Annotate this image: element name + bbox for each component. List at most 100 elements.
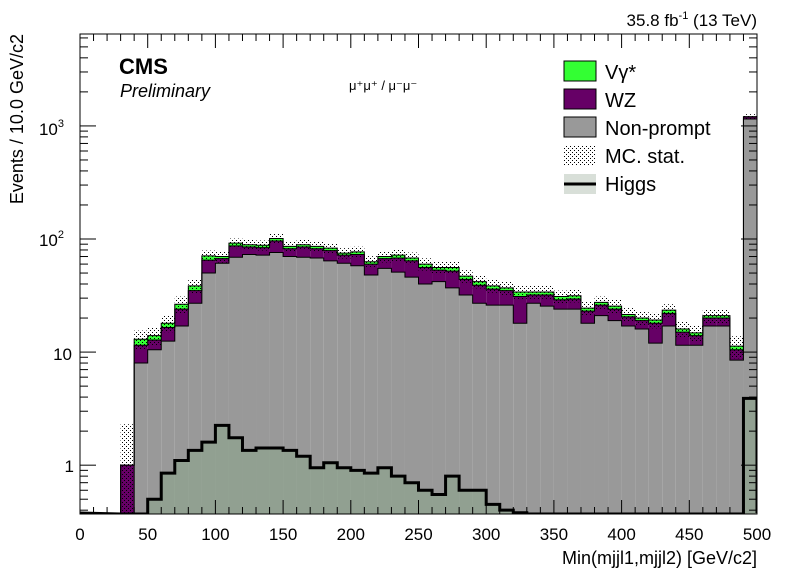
- mc-stat-band-bin: [228, 238, 243, 249]
- x-tick-labels: 0 50 100 150 200 250 300 350 400 450 500: [75, 525, 771, 544]
- nonprompt-bar: [621, 326, 636, 514]
- nonprompt-bar: [486, 305, 500, 514]
- nonprompt-bar: [350, 265, 365, 514]
- mc-stat-band-bin: [377, 251, 392, 263]
- nonprompt-bar: [459, 294, 473, 514]
- mc-stat-band-bin: [201, 250, 216, 262]
- nonprompt-bar: [689, 345, 703, 514]
- mc-stat-band-bin: [472, 275, 487, 289]
- wz-bar: [337, 255, 351, 264]
- mc-stat-band-bin: [242, 239, 257, 250]
- wz-bar: [594, 305, 609, 316]
- wz-bar: [296, 246, 311, 258]
- nonprompt-bar: [147, 349, 162, 514]
- legend-label-mcstat: MC. stat.: [605, 146, 685, 168]
- nonprompt-outline: [120, 118, 757, 514]
- mc-stat-band-bin: [635, 311, 649, 327]
- x-tick-label: 400: [607, 525, 635, 544]
- mc-stat-band-bin: [445, 261, 460, 275]
- x-tick-label: 150: [269, 525, 297, 544]
- legend-swatch-wz: [563, 88, 597, 110]
- mc-stat-band-bin: [567, 289, 581, 303]
- mc-stat-band-bin: [350, 246, 365, 258]
- x-tick-label: 0: [75, 525, 84, 544]
- mc-stat-band-bin: [161, 315, 175, 333]
- mc-stat-band-bin: [188, 279, 202, 294]
- nonprompt-bar: [432, 281, 446, 514]
- mc-stat-band-bin: [648, 312, 663, 329]
- higgs-fill: [80, 398, 757, 514]
- nonprompt-bar: [364, 275, 378, 514]
- nonprompt-bar: [310, 257, 324, 514]
- mc-stat-band-bin: [134, 330, 148, 350]
- nonprompt-bar: [499, 305, 514, 514]
- mc-stat-band-bin: [540, 285, 554, 299]
- legend-label-nonprompt: Non-prompt: [605, 118, 711, 140]
- mc-stat-band-bin: [147, 327, 162, 346]
- legend-label-vgamma: Vγ*: [605, 62, 636, 84]
- nonprompt-bar: [594, 315, 609, 514]
- mc-stat-band-bin: [675, 321, 690, 338]
- nonprompt-bar: [472, 303, 487, 514]
- experiment-label: CMS: [119, 54, 168, 79]
- nonprompt-bar: [161, 341, 175, 514]
- wz-bar: [486, 289, 500, 306]
- mc-stat-band-bin: [729, 336, 744, 359]
- wz-bar: [472, 285, 487, 304]
- nonprompt-bar: [418, 284, 433, 514]
- wz-bar: [269, 241, 284, 253]
- nonprompt-bar: [540, 306, 554, 514]
- mc-stat-band-bin: [553, 290, 568, 304]
- wz-bar: [459, 279, 473, 295]
- mc-stat-band-bin: [743, 114, 757, 120]
- x-tick-label: 450: [675, 525, 703, 544]
- wz-bar: [310, 248, 324, 258]
- wz-bar: [567, 298, 581, 310]
- wz-bar: [256, 247, 270, 256]
- mc-stat-band-bin: [580, 301, 595, 316]
- wz-bar: [201, 260, 216, 274]
- legend-swatch-mcstat: [564, 146, 596, 166]
- nonprompt-bar: [391, 272, 405, 514]
- wz-bar: [553, 299, 568, 310]
- mc-stat-band-bin: [364, 256, 378, 268]
- nonprompt-bar: [296, 257, 311, 514]
- wz-bar: [323, 250, 338, 261]
- y-tick-label-10: 10: [53, 345, 72, 364]
- nonprompt-bar: [134, 363, 148, 514]
- mc-stat-band-bin: [283, 241, 297, 252]
- status-label: Preliminary: [120, 81, 211, 101]
- wz-bar: [228, 245, 243, 258]
- x-tick-label: 50: [138, 525, 157, 544]
- y-tick-label-1000: 103: [39, 118, 64, 139]
- mc-stat-band-bin: [702, 309, 717, 324]
- mc-stat-band-bin: [608, 299, 622, 314]
- x-tick-label: 100: [201, 525, 229, 544]
- wz-bar: [350, 254, 365, 266]
- mc-stat-band-bin: [120, 424, 135, 514]
- mc-stat-band-bin: [621, 308, 636, 322]
- wz-bar: [526, 294, 541, 304]
- mc-stat-band-bin: [499, 281, 514, 295]
- nonprompt-bar: [553, 309, 568, 514]
- wz-bar: [377, 258, 392, 269]
- channel-label: μ⁺μ⁺ / μ⁻μ⁻: [349, 78, 417, 93]
- wz-bar: [391, 257, 405, 273]
- nonprompt-bar: [648, 343, 663, 514]
- y-tick-label-100: 102: [39, 229, 64, 250]
- y-axis-title: Events / 10.0 GeV/c2: [7, 34, 27, 204]
- mc-stat-band-bin: [174, 296, 189, 314]
- legend-swatch-vgamma: [563, 60, 597, 82]
- wz-bar: [404, 260, 419, 278]
- mc-stat-band-bin: [432, 261, 446, 275]
- nonprompt-bar: [608, 320, 622, 514]
- x-tick-label: 300: [472, 525, 500, 544]
- axis-ticks: [79, 34, 758, 514]
- x-tick-label: 200: [337, 525, 365, 544]
- lumi-value: 35.8 fb: [627, 11, 679, 30]
- legend-label-wz: WZ: [605, 90, 636, 112]
- mc-stat-band: [120, 114, 757, 514]
- mc-stat-band-bin: [486, 279, 500, 293]
- mc-stat-band-bin: [310, 241, 324, 252]
- legend-swatch-nonprompt: [563, 116, 597, 138]
